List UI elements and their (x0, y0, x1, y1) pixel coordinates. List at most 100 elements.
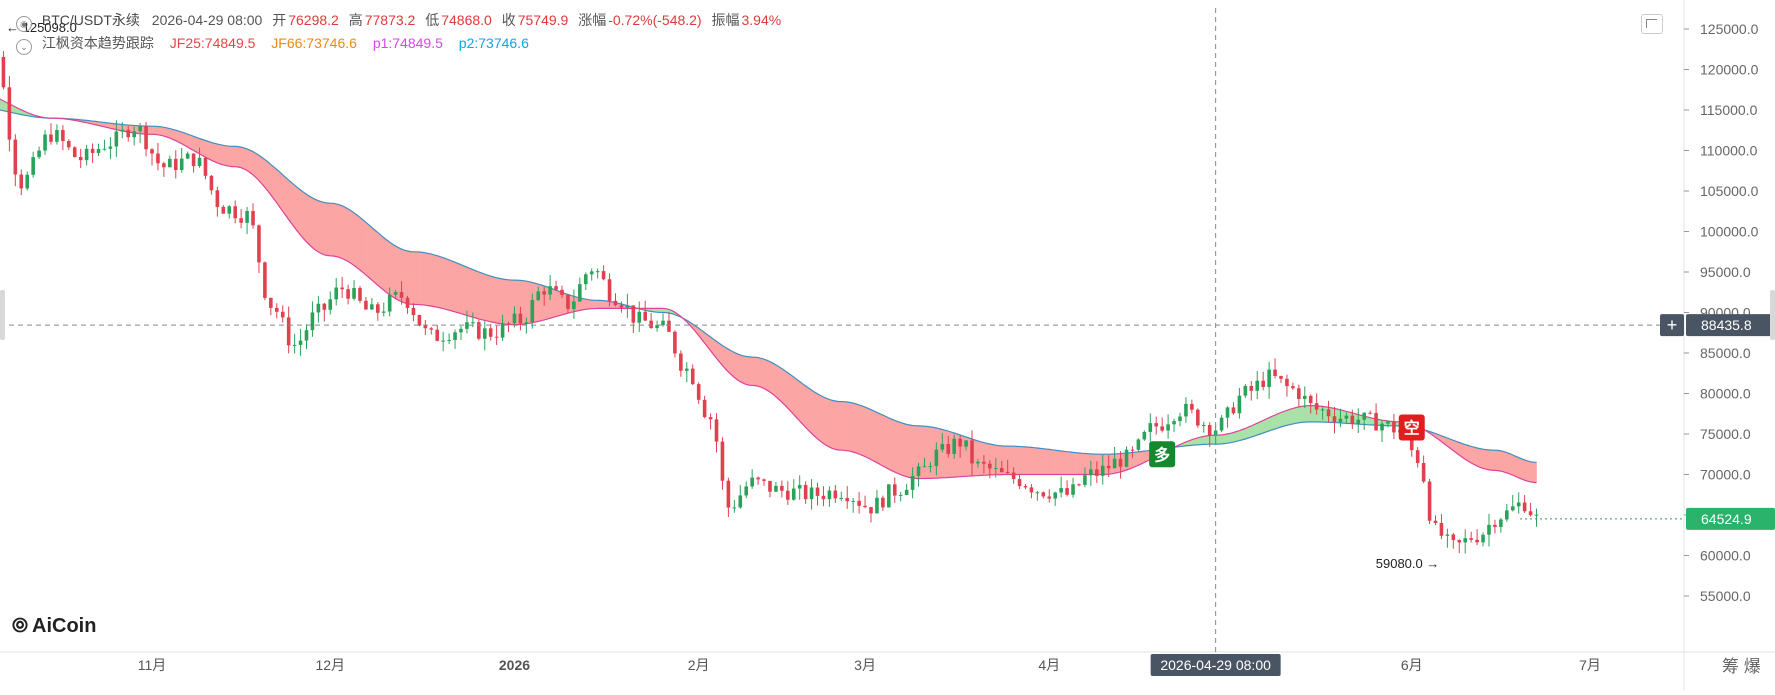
candle-body (1285, 379, 1289, 386)
candle-body (1190, 404, 1194, 410)
candle-body (620, 305, 624, 307)
candle-body (1220, 418, 1224, 431)
candle-body (1232, 407, 1236, 413)
candle-body (25, 175, 29, 189)
candle-body (459, 329, 463, 332)
candle-body (358, 288, 362, 301)
band-segment (886, 417, 889, 470)
candle-body (1463, 538, 1467, 542)
candle-body (786, 491, 790, 500)
band-segment (595, 300, 598, 308)
band-segment (832, 400, 835, 449)
candle-body (1119, 459, 1123, 467)
candle-body (590, 271, 594, 274)
band-segment (803, 384, 806, 428)
band-segment (791, 375, 794, 415)
candle-body (982, 462, 986, 464)
datetime-label: 2026-04-29 08:00 (152, 12, 263, 28)
band-segment (470, 268, 473, 317)
candle-body (406, 298, 410, 308)
band-segment (1525, 460, 1528, 481)
candle-body (780, 486, 784, 491)
band-segment (770, 362, 773, 395)
candle-body (210, 176, 214, 190)
open-label: 开 (272, 12, 286, 28)
band-segment (345, 207, 348, 261)
trend-band (0, 90, 1537, 483)
band-segment (289, 180, 292, 224)
candle-body (881, 498, 885, 508)
band-segment (286, 177, 289, 219)
candle-body (1172, 421, 1176, 424)
indicator-name[interactable]: 江枫资本趋势跟踪 (42, 35, 154, 51)
band-segment (161, 127, 164, 136)
candle-body (222, 207, 226, 214)
chevron-down-icon[interactable]: ⌄ (16, 39, 32, 55)
eye-icon[interactable]: ◉ (16, 16, 32, 32)
candle-body (976, 462, 980, 464)
band-segment (262, 157, 265, 187)
band-segment (862, 406, 865, 457)
band-segment (214, 143, 217, 163)
fullscreen-icon[interactable] (1641, 14, 1663, 34)
band-segment (604, 301, 607, 309)
band-segment (188, 134, 191, 149)
candle-body (744, 486, 748, 495)
candle-body (120, 130, 124, 132)
candle-body (596, 271, 600, 272)
band-segment (731, 351, 734, 377)
candle-body (1368, 413, 1372, 414)
band-segment (1489, 450, 1492, 470)
candle-body (964, 440, 968, 446)
band-segment (431, 254, 434, 307)
candle-body (1255, 381, 1259, 391)
symbol-label[interactable]: BTC/USDT永续 (42, 12, 140, 28)
candle-body (691, 369, 695, 384)
x-tick-label: 3月 (854, 657, 876, 673)
band-segment (829, 399, 832, 448)
candle-body (685, 369, 689, 371)
x-tick-label: 6月 (1401, 657, 1423, 673)
band-segment (725, 347, 728, 371)
candle-body (495, 337, 499, 338)
band-segment (1296, 407, 1299, 423)
candle-body (1475, 540, 1479, 543)
y-tick-label: 80000.0 (1700, 386, 1751, 402)
candle-body (905, 490, 909, 495)
candle-body (715, 419, 719, 441)
band-segment (1284, 410, 1287, 426)
candle-body (768, 481, 772, 492)
band-segment (1028, 447, 1031, 474)
candle-body (1392, 421, 1396, 432)
y-tick-label: 125000.0 (1700, 21, 1759, 37)
candle-body (394, 292, 398, 295)
band-segment (1070, 452, 1073, 474)
candle-body (649, 321, 653, 328)
candle-body (1457, 540, 1461, 542)
candle-body (1042, 492, 1046, 496)
band-segment (764, 359, 767, 390)
band-segment (229, 146, 232, 166)
band-segment (1480, 449, 1483, 469)
band-segment (304, 192, 307, 242)
band-segment (149, 126, 152, 134)
band-segment (226, 146, 229, 166)
band-segment (1290, 408, 1293, 424)
candle-body (1333, 416, 1337, 422)
band-segment (324, 203, 327, 256)
candle-body (501, 323, 505, 337)
band-segment (410, 252, 413, 305)
band-segment (277, 170, 280, 208)
candle-body (31, 157, 35, 175)
band-segment (823, 397, 826, 445)
y-tick-label: 110000.0 (1700, 143, 1758, 159)
candle-body (109, 146, 113, 148)
candle-body (49, 134, 53, 141)
band-segment (1474, 447, 1477, 466)
band-segment (485, 274, 488, 321)
candle-body (1000, 468, 1004, 472)
candle-body (941, 444, 945, 450)
candle-body (1178, 416, 1182, 421)
